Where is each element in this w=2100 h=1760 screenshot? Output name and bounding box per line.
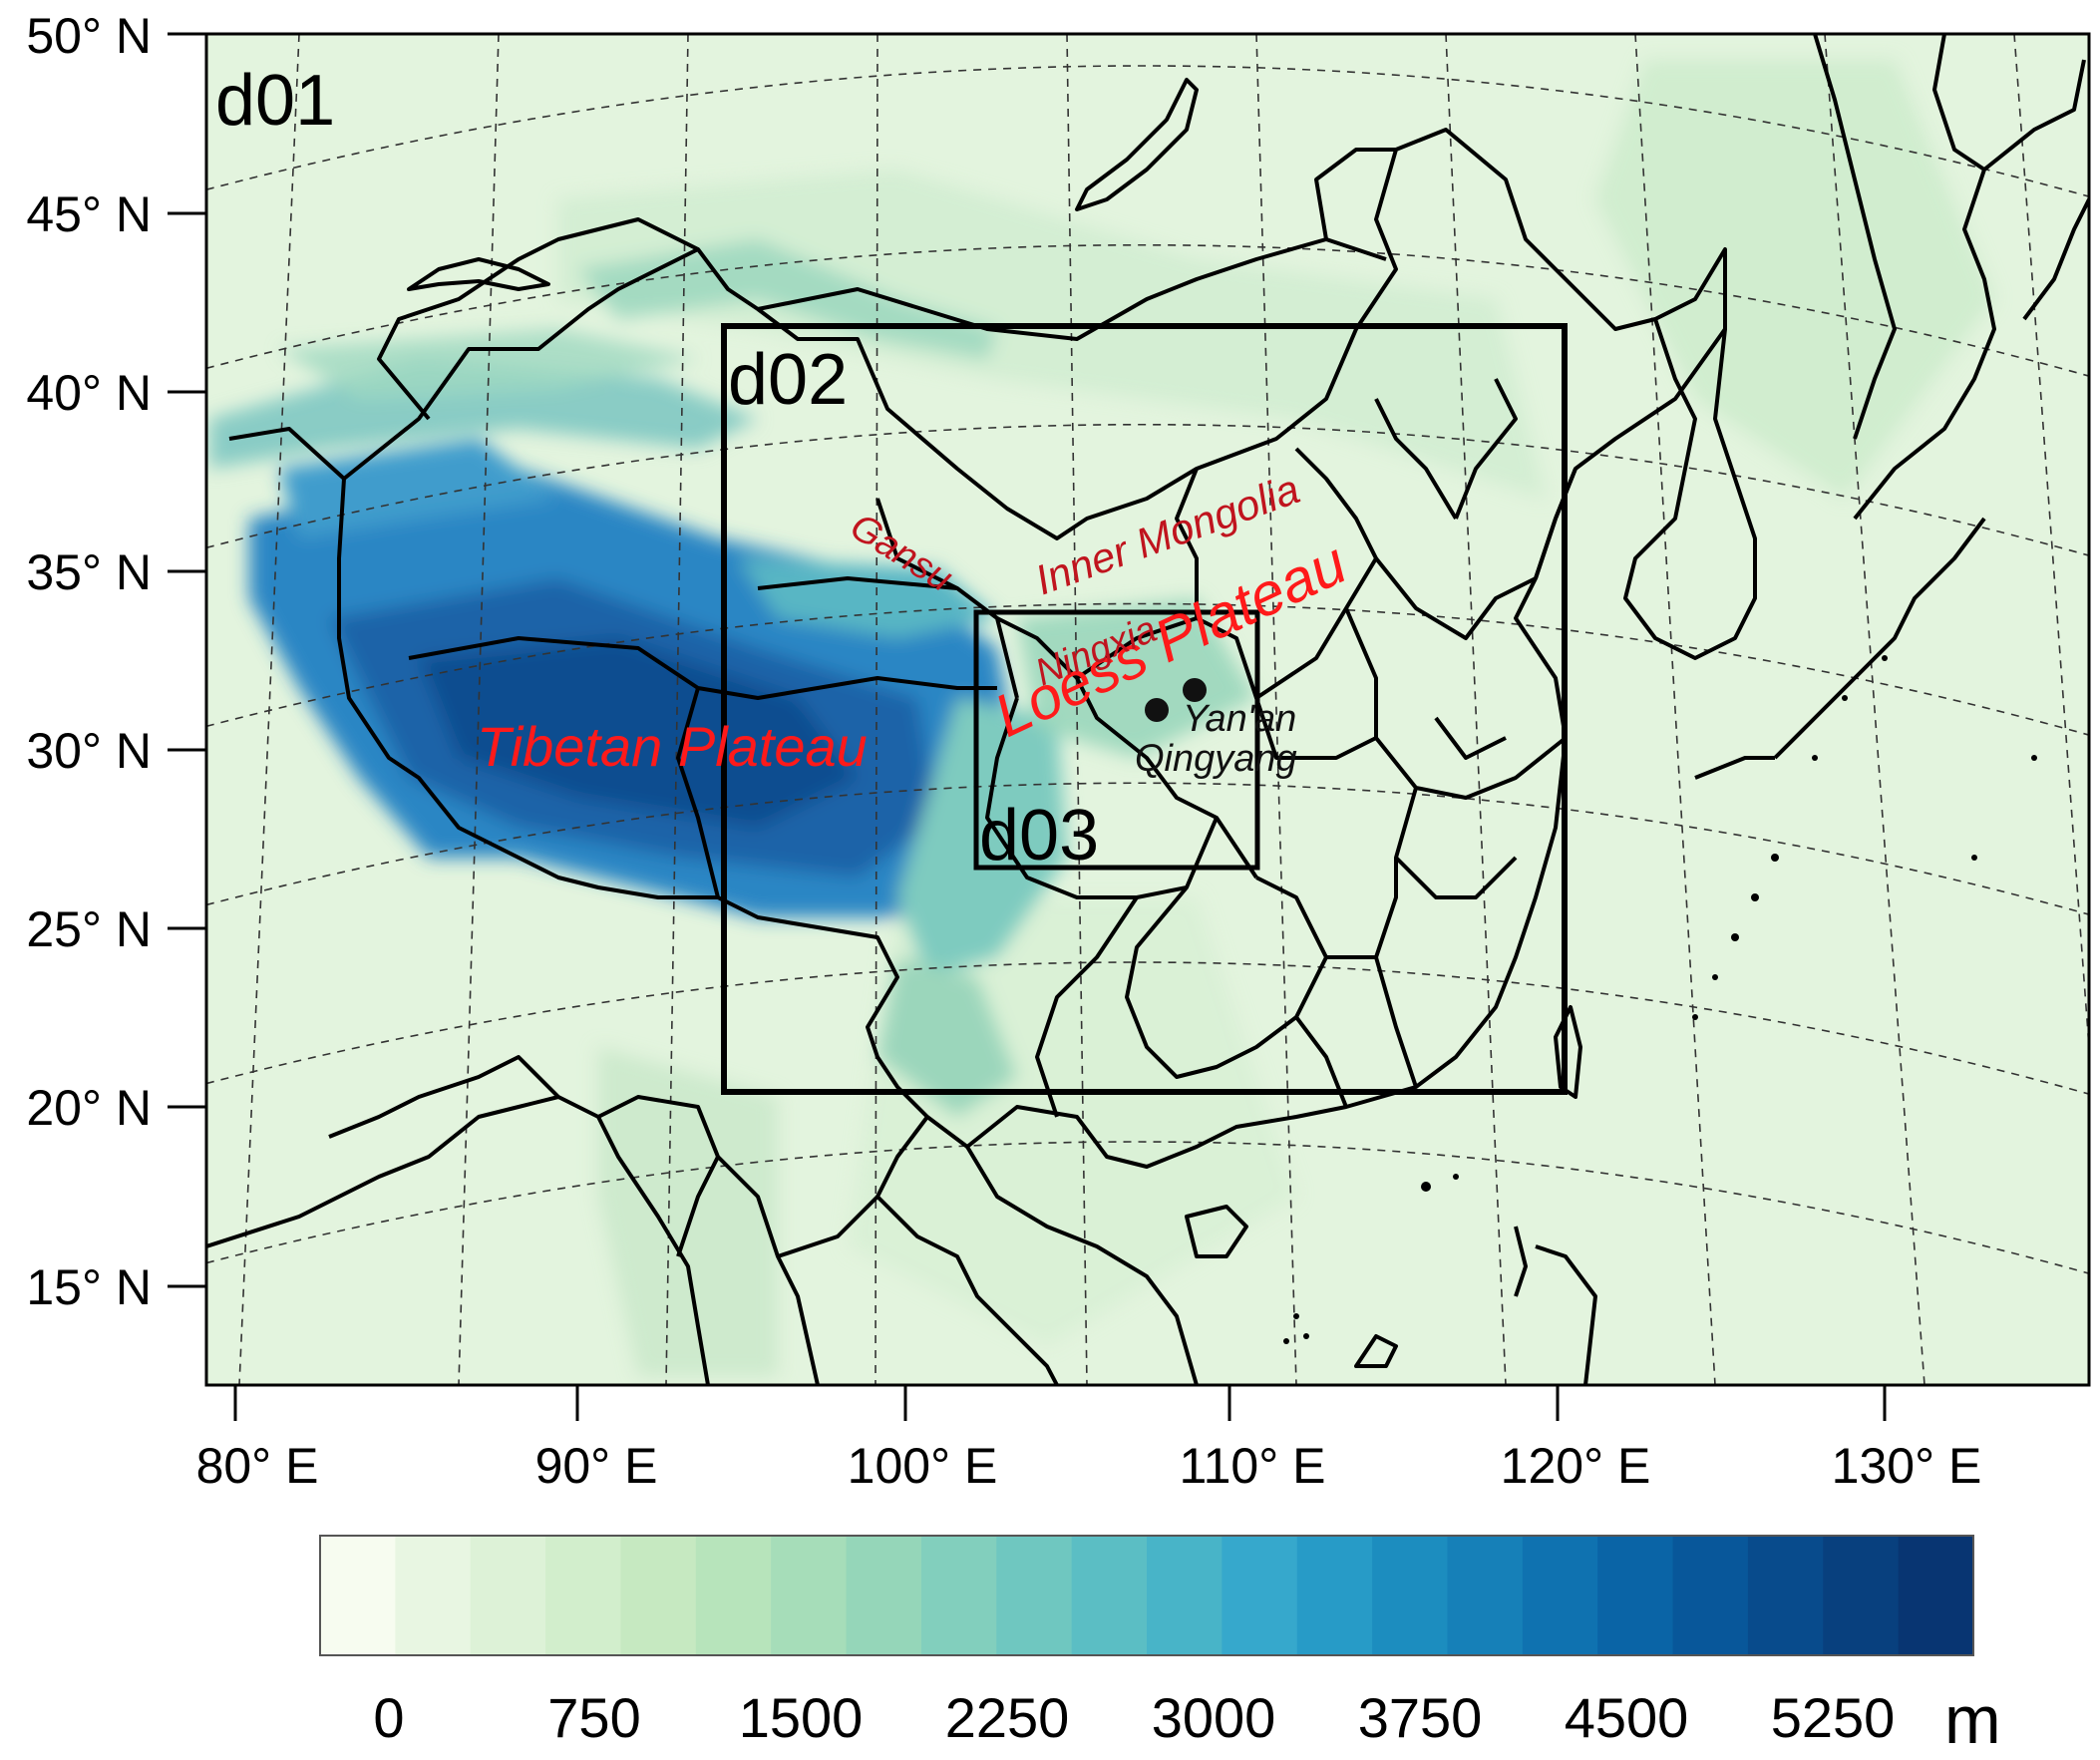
colorbar-swatch [320,1536,396,1655]
map-frame [204,32,2091,1387]
domain-label-d01: d01 [215,61,335,141]
colorbar-swatch [1522,1536,1598,1655]
colorbar-swatch [1672,1536,1749,1655]
colorbar-swatch [545,1536,622,1655]
colorbar-swatch [1296,1536,1373,1655]
colorbar-swatch [395,1536,472,1655]
elevation-colorbar: 0 750 1500 2250 3000 3750 4500 5250 m [319,1535,2001,1758]
lat-tick-label: 45° N [26,186,152,242]
city-label-yanan: Yan'an [1183,698,1296,740]
colorbar-swatch [1823,1536,1900,1655]
domain-d02-box [721,323,1568,1095]
colorbar-swatch [1222,1536,1298,1655]
colorbar-swatch [470,1536,546,1655]
map-panel: d01 d02 d03 Tibetan Plateau Loess Platea… [26,8,2091,1494]
region-label-tibetan-plateau: Tibetan Plateau [477,715,868,778]
colorbar-swatch [620,1536,697,1655]
city-marker-qingyang [1145,698,1169,722]
colorbar-swatch [1597,1536,1674,1655]
colorbar-swatch [920,1536,997,1655]
colorbar-frame [319,1535,1974,1656]
lat-tick-label: 20° N [26,1080,152,1136]
borders [206,34,2089,1385]
colorbar-tick-label: 750 [547,1686,640,1749]
island-dots [1283,655,2037,1344]
colorbar-unit: m [1944,1682,2001,1758]
colorbar-tick-label: 2250 [945,1686,1070,1749]
colorbar-tick-label: 4500 [1565,1686,1689,1749]
colorbar-tick-label: 3000 [1152,1686,1276,1749]
colorbar-swatch [1898,1536,1974,1655]
lat-tick-label: 25° N [26,901,152,957]
lat-tick-label: 15° N [26,1259,152,1315]
lon-tick-label: 110° E [1180,1438,1326,1494]
graticule [206,34,2089,1385]
lat-tick-label: 40° N [26,365,152,421]
lon-tick-label: 100° E [848,1438,998,1494]
colorbar-swatch [846,1536,922,1655]
domain-d03-box [973,609,1260,871]
domain-label-d03: d03 [979,796,1099,876]
colorbar-swatches [320,1536,1974,1655]
city-marker-yanan [1183,678,1207,702]
terrain-layer [206,34,2089,1385]
colorbar-swatch [1447,1536,1524,1655]
lon-tick-label: 80° E [196,1438,319,1494]
colorbar-tick-label: 5250 [1771,1686,1896,1749]
colorbar-swatch [771,1536,848,1655]
colorbar-tick-label: 1500 [739,1686,864,1749]
colorbar-tick-label: 0 [373,1686,404,1749]
lat-tick-label: 30° N [26,723,152,779]
domain-label-d02: d02 [728,340,848,420]
lat-tick-label: 35° N [26,544,152,600]
colorbar-swatch [695,1536,772,1655]
colorbar-swatch [1372,1536,1449,1655]
colorbar-swatch [1071,1536,1148,1655]
colorbar-swatch [996,1536,1073,1655]
lon-tick-marks [233,1385,1887,1421]
lon-tick-label: 90° E [535,1438,658,1494]
lat-tick-label: 50° N [26,8,152,64]
lat-tick-marks [168,32,206,1288]
colorbar-swatch [1747,1536,1824,1655]
colorbar-tick-label: 3750 [1358,1686,1483,1749]
colorbar-swatch [1147,1536,1223,1655]
city-label-qingyang: Qingyang [1135,738,1297,780]
lon-tick-label: 120° E [1501,1438,1651,1494]
lon-tick-label: 130° E [1832,1438,1982,1494]
